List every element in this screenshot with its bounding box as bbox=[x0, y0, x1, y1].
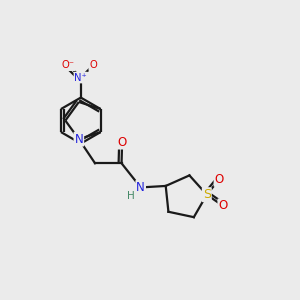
Text: O: O bbox=[118, 136, 127, 148]
Text: S: S bbox=[203, 188, 211, 201]
Text: N: N bbox=[74, 133, 83, 146]
Text: H: H bbox=[128, 191, 135, 201]
Text: O: O bbox=[218, 200, 228, 212]
Text: O: O bbox=[214, 173, 224, 186]
Text: N: N bbox=[136, 181, 145, 194]
Text: O: O bbox=[89, 60, 97, 70]
Text: O⁻: O⁻ bbox=[62, 60, 75, 70]
Text: N⁺: N⁺ bbox=[74, 73, 87, 82]
